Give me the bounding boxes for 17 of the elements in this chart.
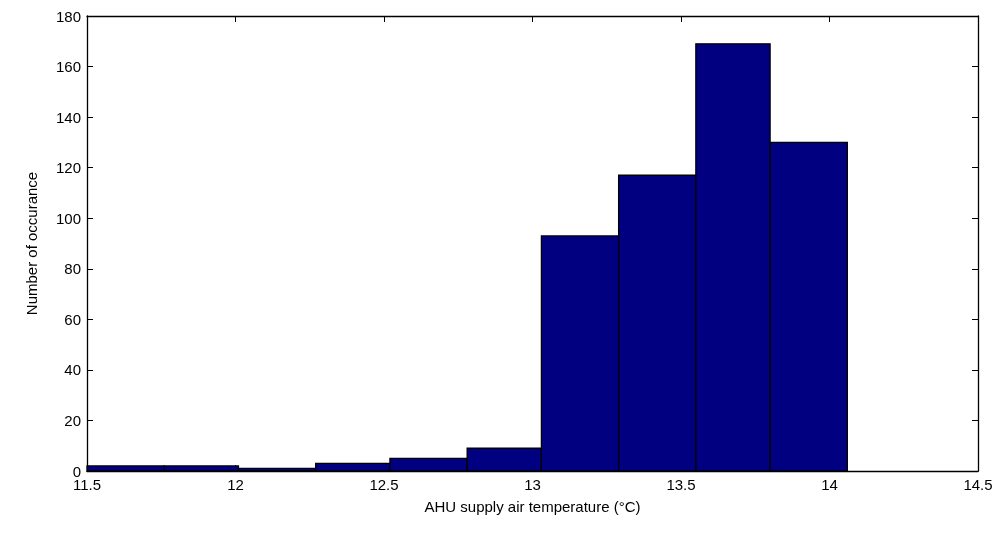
y-tick-label: 180 (55, 7, 81, 25)
y-axis-title: Number of occurance (23, 171, 40, 316)
y-tick-label: 40 (64, 361, 81, 379)
y-tick-label: 140 (55, 108, 81, 126)
y-tick-label: 80 (64, 260, 81, 278)
y-tick-label: 60 (64, 310, 81, 328)
x-axis-title: AHU supply air temperature (°C) (424, 498, 641, 515)
x-tick-label: 12.5 (369, 476, 399, 493)
x-tick-label: 13 (524, 476, 541, 493)
y-tick-label: 160 (55, 58, 81, 76)
x-tick-label: 14 (821, 476, 838, 493)
y-tick-label: 100 (55, 209, 81, 227)
x-tick-label: 14.5 (963, 476, 993, 493)
y-tick-label: 120 (55, 159, 81, 177)
x-tick-label: 12 (227, 476, 244, 493)
x-tick-label: 13.5 (666, 476, 696, 493)
y-tick-label: 20 (64, 411, 81, 429)
